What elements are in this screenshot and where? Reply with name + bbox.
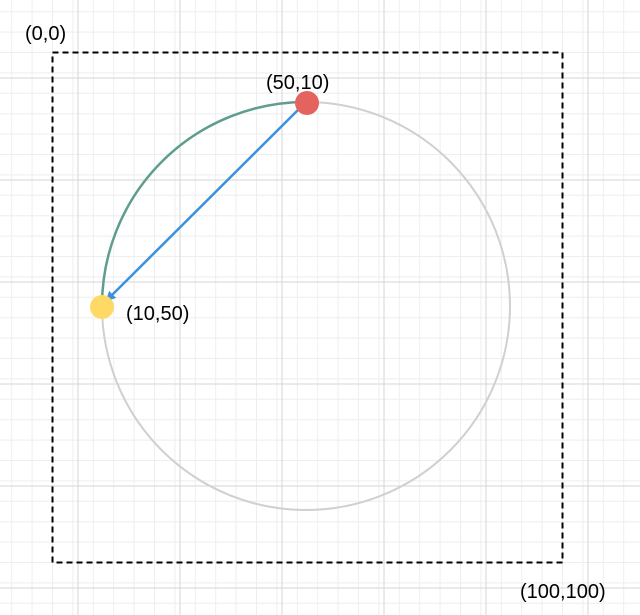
end-point-label: (10,50) xyxy=(126,303,189,325)
quarter-arc xyxy=(100,100,307,307)
top-left-label: (0,0) xyxy=(25,23,66,45)
start-point-marker xyxy=(295,91,319,115)
bounding-box xyxy=(51,51,564,564)
end-point-marker xyxy=(90,295,114,319)
bottom-right-label: (100,100) xyxy=(520,581,606,603)
start-point-label: (50,10) xyxy=(266,72,329,94)
direction-arrow xyxy=(105,103,305,302)
